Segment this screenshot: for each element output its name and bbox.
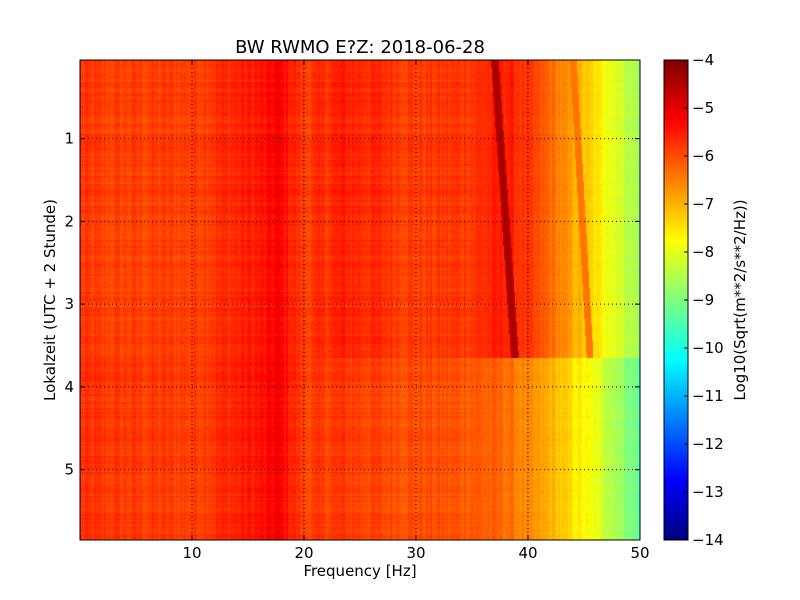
colorbar-tick-label: −14 — [692, 531, 724, 549]
x-tick-label: 50 — [630, 544, 649, 562]
x-tick-label: 20 — [294, 544, 313, 562]
y-tick-label: 1 — [64, 130, 74, 148]
colorbar-tick-label: −8 — [692, 243, 714, 261]
x-axis-ticks: 10 20 30 40 50 — [182, 60, 650, 562]
y-axis-label: Lokalzeit (UTC + 2 Stunde) — [41, 199, 59, 401]
colorbar-tick-label: −13 — [692, 483, 724, 501]
y-tick-label: 2 — [64, 212, 74, 230]
heatmap-plot-area — [80, 60, 640, 540]
colorbar: −4 −5 −6 −7 −8 −9 −10 −11 −12 −13 −14 Log10(Sqrt(m… — [663, 51, 749, 549]
y-axis-ticks: 1 2 3 4 5 — [64, 130, 640, 479]
colorbar-tick-label: −4 — [692, 51, 714, 69]
x-tick-label: 30 — [406, 544, 425, 562]
colorbar-tick-label: −12 — [692, 435, 724, 453]
y-tick-label: 4 — [64, 378, 74, 396]
x-tick-label: 10 — [182, 544, 201, 562]
y-tick-label: 5 — [64, 461, 74, 479]
heatmap-canvas — [80, 60, 640, 540]
colorbar-ticks: −4 −5 −6 −7 −8 −9 −10 −11 −12 −13 −14 — [684, 51, 724, 549]
y-tick-label: 3 — [64, 295, 74, 313]
colorbar-label: Log10(Sqrt(m**2/s**2/Hz)) — [731, 199, 749, 400]
colorbar-tick-label: −7 — [692, 195, 714, 213]
x-axis-label: Frequency [Hz] — [303, 562, 416, 580]
plot-frame — [79, 59, 641, 541]
colorbar-tick-label: −9 — [692, 291, 714, 309]
colorbar-tick-label: −11 — [692, 387, 724, 405]
colorbar-tick-label: −10 — [692, 339, 724, 357]
colorbar-tick-label: −6 — [692, 147, 714, 165]
colorbar-tick-label: −5 — [692, 99, 714, 117]
chart-title: BW RWMO E?Z: 2018-06-28 — [235, 37, 485, 58]
grid-lines — [80, 60, 640, 540]
x-tick-label: 40 — [518, 544, 537, 562]
